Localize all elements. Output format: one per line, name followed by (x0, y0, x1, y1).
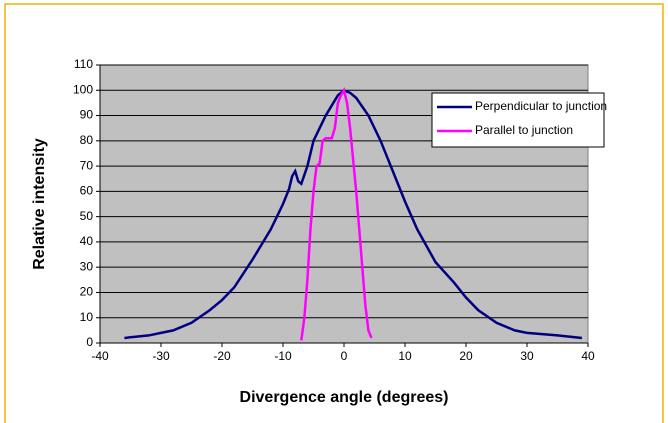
x-tick-label: 10 (398, 349, 412, 363)
x-tick-label: 20 (459, 349, 473, 363)
y-tick-label: 110 (74, 57, 93, 71)
series-line (300, 87, 373, 341)
y-tick-label: 100 (73, 82, 93, 96)
y-tick-label: 80 (80, 133, 94, 147)
y-tick-label: 60 (80, 184, 94, 198)
x-tick-label: -40 (91, 349, 109, 363)
x-tick-label: 0 (341, 349, 348, 363)
x-tick-label: 40 (581, 349, 595, 363)
x-tick-label: 30 (520, 349, 534, 363)
x-axis-label: Divergence angle (degrees) (240, 389, 449, 406)
y-axis-label: Relative intensity (31, 138, 48, 270)
legend-label: Perpendicular to junction (475, 99, 607, 113)
legend-box (431, 92, 605, 148)
x-tick-label: -30 (152, 349, 170, 363)
y-tick-label: 70 (80, 158, 94, 172)
x-tick-label: -20 (213, 349, 231, 363)
y-tick-label: 40 (80, 234, 94, 248)
legend-label: Parallel to junction (475, 123, 573, 137)
x-tick-label: -10 (274, 349, 292, 363)
y-tick-label: 90 (80, 108, 94, 122)
y-tick-label: 20 (80, 285, 94, 299)
y-tick-label: 10 (80, 310, 94, 324)
series-line (124, 88, 583, 340)
y-tick-label: 50 (80, 209, 94, 223)
y-tick-label: 0 (86, 335, 93, 349)
y-tick-label: 30 (80, 259, 94, 273)
